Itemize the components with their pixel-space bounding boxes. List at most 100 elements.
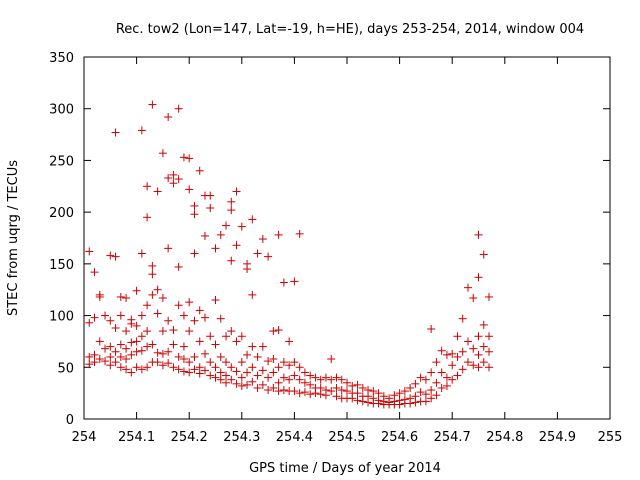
data-point xyxy=(279,373,288,382)
data-point xyxy=(243,380,252,389)
data-point xyxy=(469,293,478,302)
data-point xyxy=(132,337,141,346)
data-point xyxy=(458,347,467,356)
data-point xyxy=(479,250,488,259)
data-point xyxy=(332,392,341,401)
data-point xyxy=(222,221,231,230)
data-point xyxy=(143,363,152,372)
data-point xyxy=(327,375,336,384)
data-point xyxy=(90,350,99,359)
data-point xyxy=(158,327,167,336)
data-point xyxy=(437,346,446,355)
data-point xyxy=(111,358,120,367)
data-point xyxy=(190,352,199,361)
data-point xyxy=(227,206,236,215)
data-point xyxy=(253,371,262,380)
data-point xyxy=(164,316,173,325)
data-point xyxy=(295,229,304,238)
data-point xyxy=(327,387,336,396)
data-point xyxy=(179,153,188,162)
data-point xyxy=(458,314,467,323)
data-point xyxy=(258,342,267,351)
data-point xyxy=(106,361,115,370)
data-point xyxy=(469,344,478,353)
data-point xyxy=(269,383,278,392)
data-point xyxy=(164,174,173,183)
data-point xyxy=(158,149,167,158)
data-point xyxy=(453,352,462,361)
data-point xyxy=(311,373,320,382)
data-point xyxy=(169,179,178,188)
data-point xyxy=(153,348,162,357)
data-point xyxy=(158,361,167,370)
data-point xyxy=(432,358,441,367)
x-tick-label: 254.9 xyxy=(539,430,576,445)
data-point xyxy=(248,290,257,299)
data-point xyxy=(437,383,446,392)
data-point xyxy=(332,373,341,382)
data-point xyxy=(190,316,199,325)
y-tick-label: 150 xyxy=(49,258,74,273)
data-point xyxy=(269,327,278,336)
data-point xyxy=(321,391,330,400)
data-point xyxy=(122,327,131,336)
x-tick-label: 254.8 xyxy=(486,430,523,445)
y-tick-label: 250 xyxy=(49,154,74,169)
data-point xyxy=(174,352,183,361)
data-point xyxy=(216,314,225,323)
data-point xyxy=(95,337,104,346)
data-point xyxy=(358,383,367,392)
data-point xyxy=(353,389,362,398)
data-point xyxy=(285,375,294,384)
y-tick-label: 100 xyxy=(49,310,74,325)
data-point xyxy=(132,363,141,372)
data-point xyxy=(200,366,209,375)
data-point xyxy=(85,318,94,327)
data-point xyxy=(227,256,236,265)
data-point xyxy=(116,292,125,301)
data-point xyxy=(169,340,178,349)
data-point xyxy=(343,387,351,396)
data-point xyxy=(264,386,273,395)
data-point xyxy=(290,277,299,286)
data-point xyxy=(274,387,283,396)
data-point xyxy=(264,252,273,261)
data-point xyxy=(185,154,194,163)
data-point xyxy=(237,373,246,382)
data-point xyxy=(400,387,409,396)
data-point xyxy=(316,375,325,384)
data-point xyxy=(227,327,236,336)
data-point xyxy=(143,213,152,222)
y-tick-label: 300 xyxy=(49,103,74,118)
data-point xyxy=(185,185,194,194)
data-point xyxy=(290,371,299,380)
data-point xyxy=(285,361,294,370)
data-point xyxy=(122,344,131,353)
data-point xyxy=(442,381,451,390)
data-point xyxy=(453,332,462,341)
data-point xyxy=(274,378,283,387)
data-point xyxy=(300,378,309,387)
data-point xyxy=(232,241,241,250)
data-point xyxy=(222,358,231,367)
data-point xyxy=(158,293,167,302)
data-point xyxy=(137,249,146,258)
y-tick-label: 350 xyxy=(49,51,74,66)
data-point xyxy=(185,298,194,307)
data-point xyxy=(106,342,115,351)
data-point xyxy=(101,311,110,320)
data-point xyxy=(211,296,220,305)
data-point xyxy=(185,368,194,377)
y-tick-label: 0 xyxy=(66,413,74,428)
data-point xyxy=(190,201,199,210)
data-point xyxy=(222,332,231,341)
data-point xyxy=(479,342,488,351)
data-point xyxy=(137,346,146,355)
data-point xyxy=(195,369,204,378)
data-point xyxy=(90,313,99,322)
data-point xyxy=(432,378,441,387)
data-point xyxy=(137,126,146,135)
x-tick-label: 254.5 xyxy=(328,430,365,445)
data-point xyxy=(106,251,115,260)
x-tick-label: 254 xyxy=(72,430,97,445)
